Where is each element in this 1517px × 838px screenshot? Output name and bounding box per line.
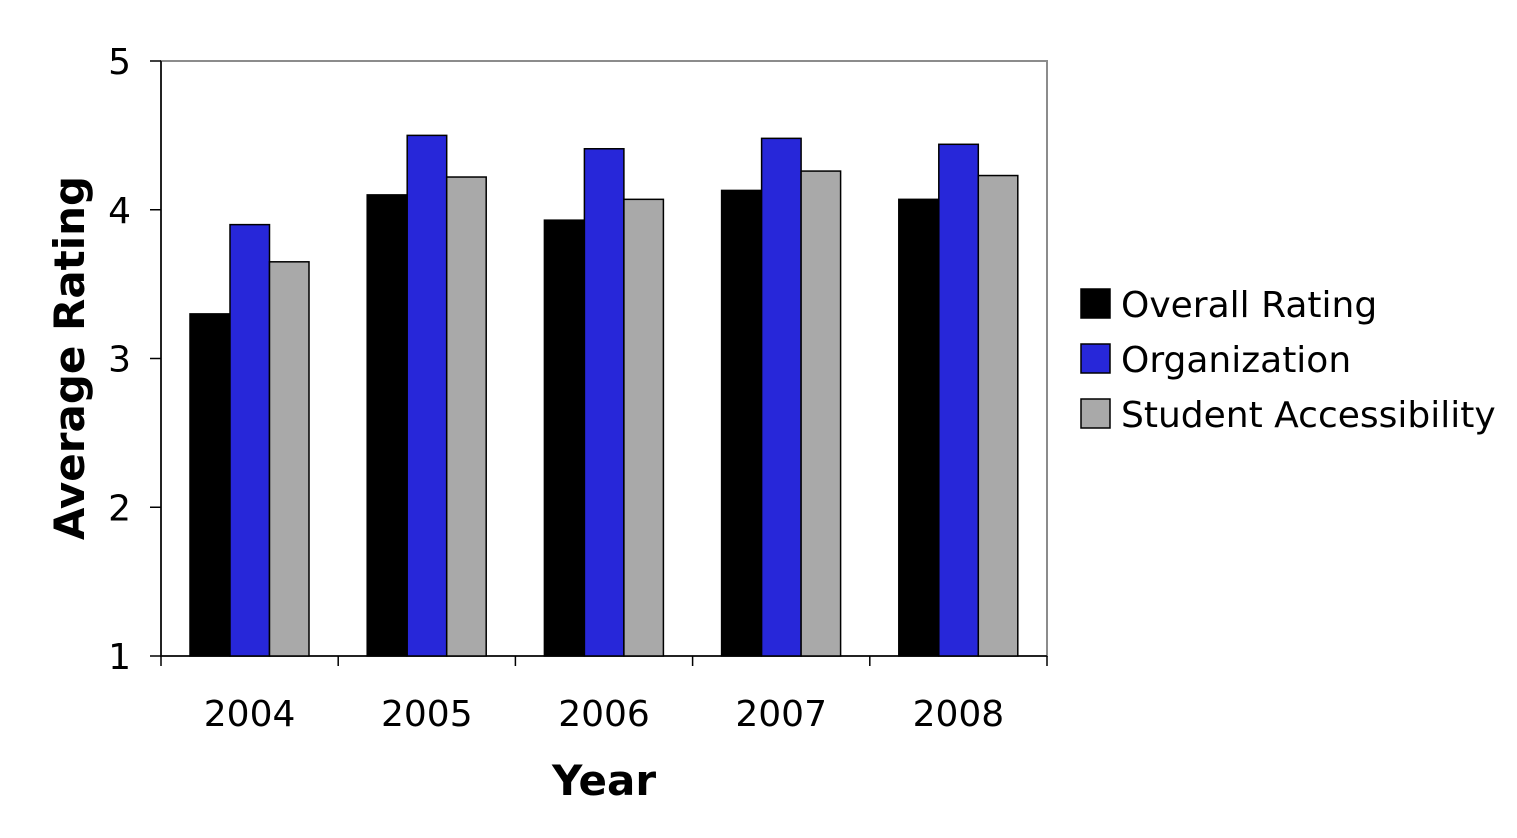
legend-label-overall-rating: Overall Rating: [1121, 285, 1377, 326]
bar-overall-rating-2005: [366, 194, 408, 657]
x-axis-title: Year: [551, 756, 656, 805]
bar-student-accessibility-2006: [623, 198, 665, 657]
bar-organization-2008: [938, 143, 980, 657]
x-tick-label: 2008: [913, 694, 1005, 735]
bar-student-accessibility-2004: [268, 261, 310, 657]
legend-swatch-overall-rating: [1080, 288, 1111, 319]
y-axis-ticks: 1 2 3 4 5: [108, 42, 161, 678]
y-tick-label: 3: [108, 340, 131, 381]
bar-student-accessibility-2007: [800, 170, 842, 657]
legend-label-student-accessibility: Student Accessibility: [1121, 395, 1496, 436]
legend-label-organization: Organization: [1121, 340, 1351, 381]
x-axis-ticks: 2004 2005 2006 2007 2008: [160, 656, 1048, 735]
legend-swatch-student-accessibility: [1080, 398, 1111, 429]
y-tick-label: 2: [108, 488, 131, 529]
y-axis-title: Average Rating: [45, 176, 94, 540]
bars: [189, 134, 1019, 657]
bar-organization-2005: [406, 134, 448, 657]
bar-organization-2004: [229, 223, 271, 657]
bar-organization-2006: [583, 148, 625, 657]
bar-organization-2007: [760, 137, 802, 657]
x-tick-label: 2007: [735, 694, 827, 735]
bar-student-accessibility-2008: [977, 174, 1019, 657]
y-tick-label: 4: [108, 191, 131, 232]
x-tick-label: 2006: [558, 694, 650, 735]
bar-overall-rating-2007: [720, 189, 762, 657]
y-tick-label: 1: [108, 637, 131, 678]
legend-swatch-organization: [1080, 343, 1111, 374]
legend: Overall Rating Organization Student Access…: [1080, 285, 1496, 436]
bar-overall-rating-2008: [898, 198, 940, 657]
y-tick-label: 5: [108, 42, 131, 83]
x-tick-label: 2004: [204, 694, 296, 735]
bar-student-accessibility-2005: [445, 176, 487, 657]
bar-overall-rating-2004: [189, 313, 231, 657]
bar-overall-rating-2006: [543, 219, 585, 657]
x-tick-label: 2005: [381, 694, 473, 735]
